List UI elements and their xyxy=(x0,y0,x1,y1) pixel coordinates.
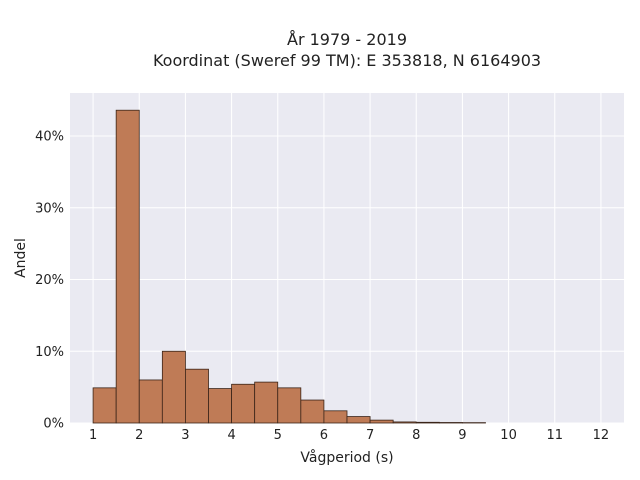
x-tick-label: 6 xyxy=(320,428,328,443)
histogram-bar xyxy=(369,419,394,424)
x-tick-layer: 1 2 3 4 5 6 7 8 9 10 11 12 xyxy=(89,428,609,443)
chart-title: År 1979 - 2019 xyxy=(287,30,407,49)
y-tick-label: 30% xyxy=(35,201,64,216)
y-tick-label: 10% xyxy=(35,345,64,360)
y-tick-label: 40% xyxy=(35,130,64,145)
chart-subtitle: Koordinat (Sweref 99 TM): E 353818, N 61… xyxy=(153,51,541,70)
x-tick-label: 8 xyxy=(412,428,420,443)
histogram-bar xyxy=(115,109,140,424)
histogram-bar xyxy=(415,421,440,424)
x-tick-label: 4 xyxy=(227,428,235,443)
histogram-bar xyxy=(138,379,163,424)
histogram-bar xyxy=(392,421,417,424)
histogram-bar xyxy=(346,416,371,424)
histogram-bar xyxy=(438,422,463,424)
x-axis-label: Vågperiod (s) xyxy=(300,449,393,466)
histogram-bar xyxy=(161,350,186,424)
plot-area xyxy=(70,93,624,423)
bar-layer xyxy=(92,109,486,424)
x-tick-label: 1 xyxy=(89,428,97,443)
histogram-bar xyxy=(92,387,117,424)
histogram-bar xyxy=(277,387,302,424)
x-tick-label: 10 xyxy=(500,428,517,443)
x-tick-label: 11 xyxy=(546,428,563,443)
x-tick-label: 7 xyxy=(366,428,374,443)
histogram-bar xyxy=(300,399,325,424)
histogram-bar xyxy=(208,388,232,424)
histogram-bar xyxy=(185,368,209,424)
y-tick-label: 20% xyxy=(35,273,64,288)
y-tick-label: 0% xyxy=(43,417,64,432)
x-tick-label: 12 xyxy=(593,428,610,443)
y-tick-layer: 0% 10% 20% 30% 40% xyxy=(35,130,64,432)
histogram-bar xyxy=(231,383,256,424)
histogram-bar xyxy=(323,410,348,424)
x-tick-label: 2 xyxy=(135,428,143,443)
x-tick-label: 9 xyxy=(458,428,466,443)
x-tick-label: 5 xyxy=(274,428,282,443)
x-tick-label: 3 xyxy=(181,428,189,443)
y-axis-label: Andel xyxy=(13,238,29,278)
histogram-bar xyxy=(254,381,279,424)
